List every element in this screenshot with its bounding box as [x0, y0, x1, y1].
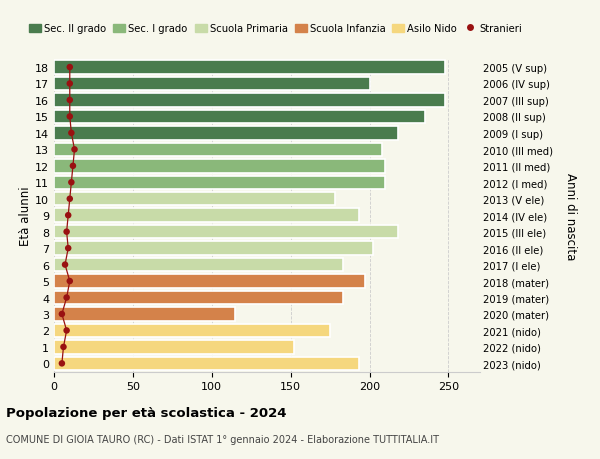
Point: [60, 261, 70, 269]
Bar: [54, 61, 445, 75]
Bar: [54, 94, 445, 107]
Bar: [54, 209, 359, 223]
Bar: [54, 127, 398, 140]
Text: Popolazione per età scolastica - 2024: Popolazione per età scolastica - 2024: [6, 406, 287, 419]
Point: [59, 343, 68, 351]
Bar: [54, 324, 330, 337]
Point: [67, 130, 76, 137]
Point: [70, 146, 79, 154]
Point: [62, 294, 71, 302]
Bar: [54, 308, 235, 321]
Bar: [54, 258, 343, 272]
Bar: [54, 160, 385, 173]
Bar: [54, 225, 398, 239]
Point: [65, 81, 74, 88]
Point: [65, 64, 74, 72]
Point: [62, 327, 71, 335]
Bar: [54, 176, 385, 190]
Point: [65, 113, 74, 121]
Bar: [54, 143, 382, 157]
Point: [64, 245, 73, 252]
Point: [57, 360, 67, 367]
Bar: [54, 242, 373, 255]
Text: COMUNE DI GIOIA TAURO (RC) - Dati ISTAT 1° gennaio 2024 - Elaborazione TUTTITALI: COMUNE DI GIOIA TAURO (RC) - Dati ISTAT …: [6, 434, 439, 444]
Point: [62, 229, 71, 236]
Point: [65, 196, 74, 203]
Point: [57, 311, 67, 318]
Point: [67, 179, 76, 186]
Bar: [54, 291, 343, 305]
Bar: [54, 357, 359, 370]
Legend: Sec. II grado, Sec. I grado, Scuola Primaria, Scuola Infanzia, Asilo Nido, Stran: Sec. II grado, Sec. I grado, Scuola Prim…: [29, 24, 522, 34]
Bar: [54, 193, 335, 206]
Bar: [54, 111, 425, 124]
Point: [68, 163, 78, 170]
Bar: [54, 341, 294, 354]
Point: [65, 278, 74, 285]
Bar: [54, 274, 365, 288]
Point: [64, 212, 73, 219]
Y-axis label: Età alunni: Età alunni: [19, 186, 32, 246]
Y-axis label: Anni di nascita: Anni di nascita: [564, 172, 577, 259]
Point: [65, 97, 74, 104]
Bar: [54, 78, 370, 91]
